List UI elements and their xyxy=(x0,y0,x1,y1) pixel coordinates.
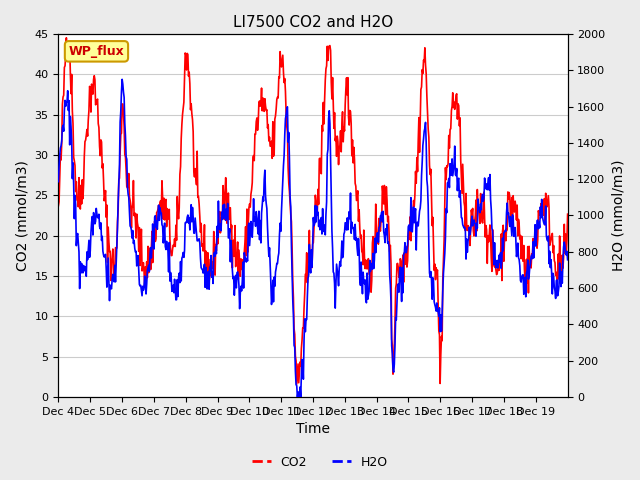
X-axis label: Time: Time xyxy=(296,422,330,436)
Legend: CO2, H2O: CO2, H2O xyxy=(247,451,393,474)
Y-axis label: H2O (mmol/m3): H2O (mmol/m3) xyxy=(611,160,625,271)
Y-axis label: CO2 (mmol/m3): CO2 (mmol/m3) xyxy=(15,160,29,271)
Text: WP_flux: WP_flux xyxy=(68,45,124,58)
Title: LI7500 CO2 and H2O: LI7500 CO2 and H2O xyxy=(233,15,393,30)
